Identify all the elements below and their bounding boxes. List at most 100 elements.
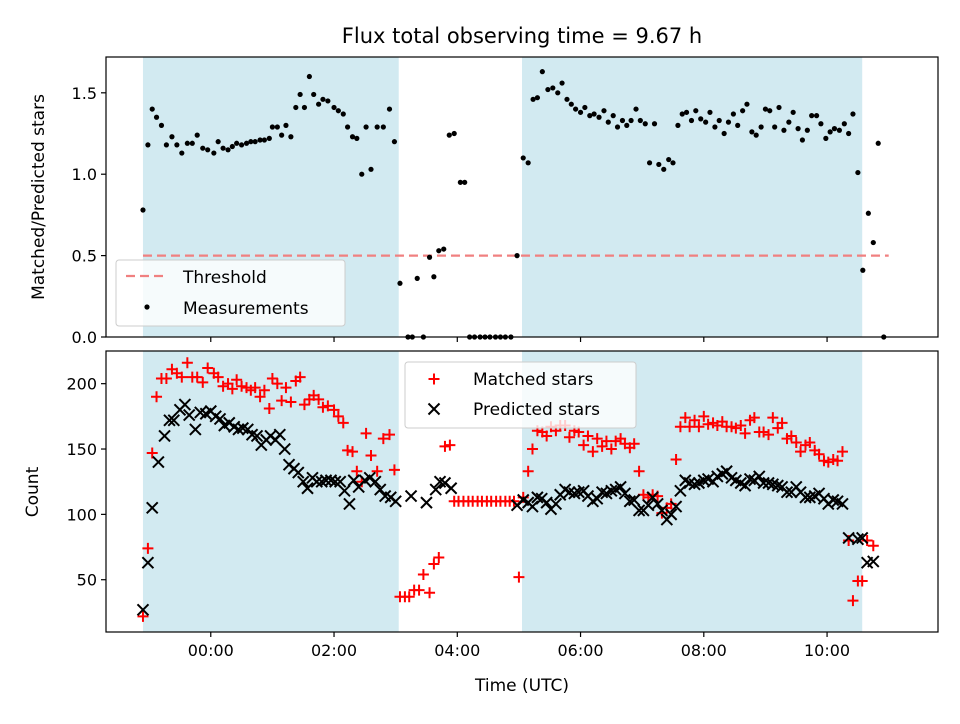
measurement-point <box>666 156 672 163</box>
measurement-point <box>397 280 403 286</box>
matched-star-marker <box>351 465 363 477</box>
matched-star-marker <box>758 426 770 438</box>
measurement-point <box>545 86 551 93</box>
matched-star-marker <box>263 403 275 415</box>
matched-star-marker <box>679 412 691 424</box>
measurement-point <box>730 111 736 117</box>
predicted-star-marker <box>163 414 176 427</box>
matched-star-marker <box>739 427 751 439</box>
measurement-point <box>149 106 155 112</box>
predicted-star-marker <box>444 482 458 495</box>
measurement-point <box>610 113 616 119</box>
legend-measurements-swatch <box>144 304 150 310</box>
predicted-star-marker <box>549 497 563 511</box>
measurement-point <box>656 161 662 168</box>
predicted-star-marker <box>429 483 442 496</box>
measurement-point <box>846 130 852 137</box>
matched-star-marker <box>151 391 163 403</box>
measurement-point <box>374 124 380 130</box>
measurement-point <box>248 139 254 145</box>
predicted-star-marker <box>753 470 766 483</box>
y-tick-label: 0.5 <box>72 247 97 266</box>
matched-star-marker <box>254 391 266 403</box>
matched-star-marker <box>702 418 714 430</box>
measurement-point <box>238 142 245 148</box>
matched-star-markers <box>137 357 879 622</box>
matched-star-marker <box>804 436 816 448</box>
predicted-star-marker <box>374 483 387 496</box>
measurement-point <box>661 166 667 172</box>
matched-star-marker <box>776 417 788 429</box>
observing-interval-shade <box>142 351 399 632</box>
measurement-point <box>325 98 331 104</box>
measurement-point <box>776 104 782 111</box>
bottom-y-ticks: 50 100 150 200 <box>66 375 106 590</box>
y-tick-label: 1.5 <box>72 84 97 103</box>
measurement-point <box>331 104 337 111</box>
measurement-point <box>169 134 175 140</box>
x-tick-label: 08:00 <box>681 641 727 660</box>
matched-star-marker <box>365 450 377 462</box>
matched-star-marker <box>735 419 747 431</box>
matched-star-marker <box>526 443 538 455</box>
predicted-star-marker <box>762 476 775 490</box>
matched-star-marker <box>417 568 429 580</box>
predicted-star-marker <box>771 479 784 492</box>
measurement-point <box>153 114 160 120</box>
predicted-star-marker <box>389 495 402 508</box>
measurement-point <box>781 127 787 133</box>
measurement-point <box>850 111 856 117</box>
measurement-point <box>628 117 634 124</box>
measurement-point <box>243 140 250 146</box>
predicted-star-marker <box>531 491 544 504</box>
matched-star-marker <box>249 382 261 394</box>
measurement-point <box>790 109 796 115</box>
matched-star-marker <box>202 362 214 374</box>
matched-star-marker <box>610 435 622 447</box>
matched-star-marker <box>276 395 288 407</box>
matched-star-marker <box>360 427 372 439</box>
matched-star-marker <box>693 421 705 433</box>
measurement-point <box>642 121 648 127</box>
measurement-point <box>813 113 820 119</box>
predicted-star-marker <box>404 489 418 503</box>
measurement-point <box>735 122 741 128</box>
measurement-point <box>865 210 871 216</box>
matched-star-marker <box>587 446 599 458</box>
predicted-star-marker <box>343 497 356 511</box>
matched-star-marker <box>322 400 334 412</box>
measurement-point <box>786 119 792 125</box>
measurement-point <box>349 134 356 140</box>
matched-star-marker <box>424 587 436 599</box>
matched-star-marker <box>748 412 760 424</box>
bottom-plot-frame <box>105 350 939 633</box>
measurement-point <box>799 137 806 143</box>
predicted-star-marker <box>627 493 641 507</box>
x-axis-label: Time (UTC) <box>474 676 569 696</box>
measurement-point <box>855 169 861 176</box>
measurement-point <box>762 106 769 112</box>
predicted-star-marker <box>836 497 849 511</box>
measurement-point <box>252 139 258 145</box>
predicted-star-marker <box>369 475 382 488</box>
measurement-point <box>266 135 272 141</box>
predicted-star-marker <box>618 487 632 500</box>
measurement-point <box>725 119 732 125</box>
x-tick-label: 06:00 <box>557 641 603 660</box>
measurement-point <box>564 96 570 102</box>
predicted-star-marker <box>347 474 360 487</box>
legend-predicted-label: Predicted stars <box>473 400 600 420</box>
matched-star-marker <box>146 447 158 459</box>
measurement-point <box>530 96 536 102</box>
measurement-point <box>436 248 442 254</box>
matched-star-marker <box>142 542 154 554</box>
measurement-point <box>414 275 420 281</box>
measurement-point <box>753 132 759 138</box>
measurement-point <box>457 179 463 185</box>
measurement-point <box>344 124 351 130</box>
measurement-point <box>179 150 185 156</box>
matched-star-marker <box>313 393 325 405</box>
measurement-point <box>225 147 231 153</box>
measurement-point <box>279 132 285 138</box>
predicted-star-marker <box>136 603 150 616</box>
